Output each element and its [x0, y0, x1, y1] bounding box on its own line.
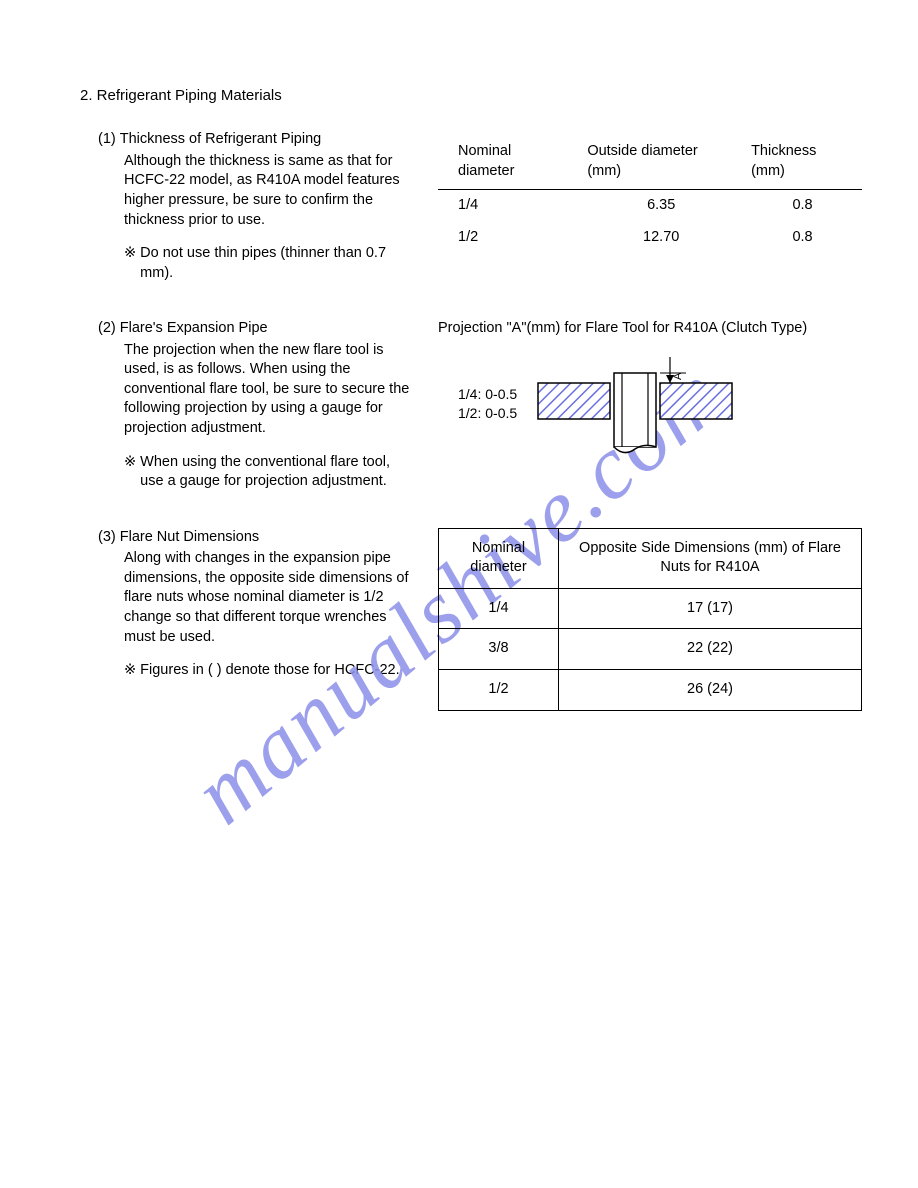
section-3-table-wrap: Nominal diameter Opposite Side Dimension…	[438, 528, 862, 711]
note-mark: ※	[124, 661, 136, 681]
table-row: 1/4 6.35 0.8	[438, 190, 862, 222]
table-cell: 1/4	[438, 190, 579, 222]
section-3-body: Along with changes in the expansion pipe…	[98, 549, 410, 647]
section-1-title: Thickness of Refrigerant Piping	[120, 130, 322, 150]
table-header: Thickness (mm)	[743, 136, 862, 190]
section-2-text: (2) Flare's Expansion Pipe The projectio…	[80, 319, 410, 492]
proj-label-2: 1/2: 0-0.5	[458, 404, 517, 423]
projection-title: Projection "A"(mm) for Flare Tool for R4…	[438, 319, 862, 339]
piping-thickness-table: Nominal diameter Outside diameter (mm) T…	[438, 136, 862, 253]
page-title: 2. Refrigerant Piping Materials	[80, 86, 862, 106]
table-cell: 12.70	[579, 222, 743, 254]
section-1-body: Although the thickness is same as that f…	[98, 152, 410, 230]
table-row: 1/4 17 (17)	[439, 588, 862, 629]
table-cell: 1/2	[439, 669, 559, 710]
section-3-title: Flare Nut Dimensions	[120, 528, 259, 548]
dim-label: A	[672, 372, 684, 380]
section-3-text: (3) Flare Nut Dimensions Along with chan…	[80, 528, 410, 711]
table-cell: 1/2	[438, 222, 579, 254]
table-row: 1/2 12.70 0.8	[438, 222, 862, 254]
page: manualshive.com 2. Refrigerant Piping Ma…	[0, 0, 918, 1188]
section-1-number: (1)	[98, 130, 116, 150]
section-3-number: (3)	[98, 528, 116, 548]
section-3-note: Figures in ( ) denote those for HCFC-22.	[140, 661, 400, 681]
flare-diagram: A 1/4: 0-0.5 1/2: 0-0.5	[438, 345, 798, 465]
section-2-note: When using the conventional flare tool, …	[140, 453, 410, 492]
table-header: Nominal diameter	[438, 136, 579, 190]
section-2-figure: Projection "A"(mm) for Flare Tool for R4…	[438, 319, 862, 492]
table-header: Nominal diameter	[439, 528, 559, 588]
section-3: (3) Flare Nut Dimensions Along with chan…	[80, 528, 862, 711]
section-1-table-wrap: Nominal diameter Outside diameter (mm) T…	[438, 130, 862, 283]
note-mark: ※	[124, 244, 136, 283]
section-1-note: Do not use thin pipes (thinner than 0.7 …	[140, 244, 410, 283]
section-1: (1) Thickness of Refrigerant Piping Alth…	[80, 130, 862, 283]
table-cell: 17 (17)	[559, 588, 862, 629]
section-2-title: Flare's Expansion Pipe	[120, 319, 268, 339]
table-header: Opposite Side Dimensions (mm) of Flare N…	[559, 528, 862, 588]
table-row: 1/2 26 (24)	[439, 669, 862, 710]
flare-nut-table: Nominal diameter Opposite Side Dimension…	[438, 528, 862, 711]
table-row: 3/8 22 (22)	[439, 629, 862, 670]
proj-label-1: 1/4: 0-0.5	[458, 385, 517, 404]
table-cell: 26 (24)	[559, 669, 862, 710]
table-cell: 6.35	[579, 190, 743, 222]
table-cell: 0.8	[743, 222, 862, 254]
section-2: (2) Flare's Expansion Pipe The projectio…	[80, 319, 862, 492]
table-cell: 0.8	[743, 190, 862, 222]
table-header: Outside diameter (mm)	[579, 136, 743, 190]
section-1-text: (1) Thickness of Refrigerant Piping Alth…	[80, 130, 410, 283]
section-2-body: The projection when the new flare tool i…	[98, 341, 410, 439]
table-cell: 1/4	[439, 588, 559, 629]
table-cell: 3/8	[439, 629, 559, 670]
section-2-number: (2)	[98, 319, 116, 339]
note-mark: ※	[124, 453, 136, 492]
table-cell: 22 (22)	[559, 629, 862, 670]
